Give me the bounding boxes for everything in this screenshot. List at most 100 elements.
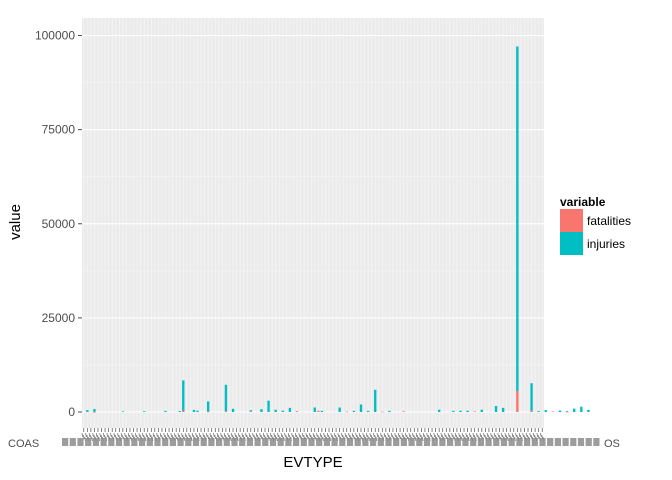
x-tick-label — [454, 438, 461, 446]
x-tick-label — [163, 432, 165, 438]
x-tick-label — [500, 438, 508, 446]
x-tick-label — [181, 432, 183, 438]
x-tick-label — [377, 438, 384, 446]
x-tick-label — [537, 434, 540, 440]
bar-injuries — [164, 410, 167, 412]
x-tick-label — [472, 432, 475, 438]
legend-label-injuries: injuries — [587, 237, 625, 251]
bar-injuries — [267, 400, 270, 412]
x-tick-label — [532, 432, 535, 438]
legend-key-fatalities — [560, 209, 583, 232]
x-tick-label — [283, 436, 285, 442]
bar-injuries — [313, 407, 316, 412]
x-tick-label — [504, 432, 507, 438]
bar-injuries — [320, 410, 324, 412]
x-tick-label — [354, 438, 361, 446]
x-tick-label — [152, 432, 155, 438]
bar-fatalities — [249, 411, 252, 412]
x-tick-label — [444, 432, 446, 438]
x-tick-label — [524, 438, 531, 446]
x-tick-label — [123, 438, 130, 446]
x-tick-label — [358, 432, 361, 438]
x-tick-label — [439, 438, 446, 446]
x-tick-label — [477, 438, 484, 446]
x-tick-label — [88, 432, 91, 438]
x-tick-label — [536, 432, 539, 438]
bar-fatalities — [93, 411, 96, 413]
x-tick-label — [269, 432, 272, 438]
x-tick-label — [198, 432, 201, 438]
x-tick-label — [547, 438, 554, 446]
x-tick-label — [120, 432, 123, 438]
bar-injuries — [494, 405, 498, 412]
x-tick-label — [479, 432, 482, 438]
x-tick-label — [255, 432, 258, 438]
x-tick-label — [102, 432, 105, 438]
bar-fatalities — [402, 411, 405, 412]
bar-injuries — [374, 389, 377, 412]
x-tick-label — [301, 432, 304, 438]
x-tick-label — [360, 434, 362, 440]
bar-injuries — [93, 408, 96, 412]
x-tick-label — [291, 432, 293, 438]
x-tick-label — [92, 432, 94, 438]
bar-injuries — [224, 384, 228, 412]
x-tick-label — [169, 438, 176, 446]
grid-minor — [82, 18, 544, 428]
bar-injuries — [516, 46, 519, 391]
x-tick-label — [368, 436, 371, 442]
bar-injuries — [558, 410, 562, 412]
bar-injuries — [288, 407, 292, 412]
x-tick-label — [213, 432, 215, 438]
x-tick-label — [100, 438, 107, 446]
x-tick-label — [401, 432, 404, 438]
x-tick-label — [237, 436, 239, 442]
y-tick-label: 75000 — [42, 123, 76, 137]
x-tick-label — [214, 434, 216, 440]
x-tick-label — [221, 434, 224, 440]
x-tick-label — [306, 434, 309, 440]
x-tick-label — [433, 432, 436, 438]
x-tick-label — [237, 432, 240, 438]
x-tick-label — [200, 438, 207, 446]
x-tick-label — [375, 436, 378, 442]
x-tick-label — [394, 432, 396, 438]
bar-injuries — [366, 410, 370, 412]
x-tick-label — [470, 438, 477, 446]
bar-injuries — [143, 411, 146, 412]
x-tick-label — [454, 432, 457, 438]
x-tick-label — [177, 438, 184, 446]
x-tick-label — [376, 432, 379, 438]
bar-injuries — [260, 409, 263, 412]
x-tick-label — [416, 438, 423, 446]
bar-fatalities — [182, 410, 185, 412]
x-tick-label — [577, 438, 585, 446]
x-tick-label — [445, 434, 447, 440]
x-tick-label — [422, 432, 425, 438]
x-tick-label — [493, 432, 496, 438]
x-tick-label — [362, 432, 364, 438]
x-tick-label — [124, 432, 126, 438]
bar-injuries — [544, 410, 547, 412]
x-tick-label — [144, 436, 147, 442]
x-tick-label — [85, 432, 87, 438]
x-tick-label — [353, 434, 355, 440]
x-tick-label — [462, 438, 469, 446]
x-tick-label — [539, 438, 546, 446]
x-tick-label — [333, 432, 336, 438]
x-tick-label — [202, 432, 205, 438]
x-tick-label — [223, 432, 226, 438]
x-tick-label — [500, 432, 503, 438]
x-tick-label — [447, 438, 454, 446]
x-tick-label — [99, 432, 101, 438]
x-tick-label-first: COAS — [8, 438, 39, 450]
x-tick-label — [154, 438, 161, 446]
legend: variable fatalities injuries — [560, 195, 631, 255]
x-axis-title: EVTYPE — [283, 454, 342, 471]
x-tick-label — [146, 438, 153, 446]
x-tick-label — [531, 438, 538, 446]
x-tick-label — [362, 438, 369, 446]
x-tick-label — [421, 436, 424, 442]
x-tick-label — [486, 432, 489, 438]
x-tick-label — [497, 432, 499, 438]
